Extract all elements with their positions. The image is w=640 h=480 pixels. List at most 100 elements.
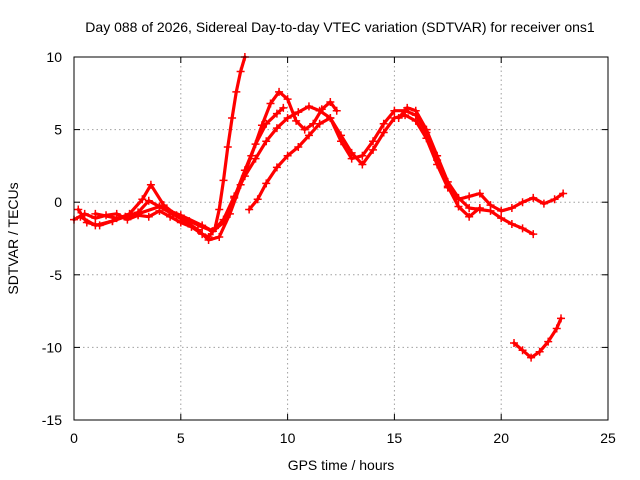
data-point — [497, 214, 506, 223]
data-point — [230, 192, 239, 201]
data-point — [411, 106, 420, 115]
data-point — [337, 131, 345, 140]
series-satellite-pass-6 — [394, 103, 538, 239]
data-point — [403, 103, 412, 112]
data-point — [347, 148, 356, 157]
data-point — [304, 131, 313, 140]
data-point — [557, 314, 566, 323]
data-point — [272, 163, 281, 172]
data-point — [204, 235, 213, 244]
data-point — [262, 137, 271, 146]
y-tick-label: -10 — [42, 339, 62, 355]
data-point — [138, 195, 147, 204]
data-point — [292, 116, 301, 125]
data-point — [475, 189, 484, 198]
data-point — [326, 113, 335, 122]
data-point — [275, 87, 284, 96]
data-point — [208, 227, 217, 236]
series-line — [72, 55, 247, 239]
data-point — [507, 219, 516, 228]
axis-ticks: 0 5 10 15 20 25 10 5 0 -5 -10 -15 — [42, 49, 616, 446]
data-point — [518, 224, 527, 233]
data-point — [262, 119, 271, 128]
data-point — [272, 124, 281, 133]
series-line — [397, 106, 535, 236]
data-point — [369, 137, 378, 146]
data-point — [422, 125, 431, 134]
data-point — [134, 209, 143, 218]
data-point — [497, 206, 506, 215]
data-point — [486, 206, 495, 215]
y-tick-label: -15 — [42, 412, 62, 428]
series-satellite-pass-7 — [510, 314, 566, 362]
data-point — [433, 151, 442, 160]
data-point — [559, 189, 568, 198]
data-point — [332, 106, 341, 115]
data-point — [76, 212, 85, 221]
plot-frame — [73, 56, 609, 421]
data-point — [358, 160, 367, 169]
data-point — [144, 212, 153, 221]
data-point — [283, 151, 292, 160]
data-point — [219, 215, 228, 224]
data-point — [443, 177, 452, 186]
data-point — [465, 204, 474, 213]
x-tick-label: 25 — [600, 430, 616, 446]
data-point — [283, 95, 292, 104]
data-point — [539, 199, 548, 208]
data-point — [315, 106, 324, 115]
data-point — [283, 113, 292, 122]
data-point — [228, 113, 237, 122]
data-point — [144, 196, 153, 205]
y-tick-label: 10 — [46, 49, 62, 65]
data-point — [465, 192, 474, 201]
x-axis-label: GPS time / hours — [288, 457, 395, 473]
x-tick-label: 10 — [280, 430, 296, 446]
data-point — [507, 204, 516, 213]
x-tick-label: 15 — [387, 430, 403, 446]
x-tick-label: 5 — [177, 430, 185, 446]
data-point — [232, 87, 241, 96]
data-point — [240, 172, 249, 181]
data-point — [272, 109, 281, 118]
x-tick-label: 0 — [70, 430, 78, 446]
data-series — [70, 53, 568, 362]
data-point — [266, 99, 275, 108]
data-point — [510, 339, 519, 348]
data-point — [475, 205, 484, 214]
data-point — [369, 145, 378, 154]
data-point — [223, 143, 232, 152]
data-point — [390, 106, 399, 115]
data-point — [529, 193, 538, 202]
data-point — [304, 102, 313, 111]
data-point — [294, 143, 303, 152]
data-point — [358, 151, 367, 160]
data-point — [326, 98, 335, 107]
series-satellite-pass-5 — [245, 111, 568, 215]
data-point — [544, 337, 553, 346]
data-point — [550, 195, 559, 204]
data-point — [74, 205, 83, 214]
data-point — [215, 205, 224, 214]
data-point — [535, 347, 544, 356]
data-point — [411, 116, 420, 125]
data-point — [527, 353, 536, 362]
chart-title: Day 088 of 2026, Sidereal Day-to-day VTE… — [85, 19, 595, 35]
series-line — [78, 106, 285, 233]
data-point — [155, 202, 164, 211]
x-tick-label: 20 — [493, 430, 509, 446]
data-point — [236, 67, 245, 76]
data-point — [219, 176, 228, 185]
data-point — [146, 180, 155, 189]
data-point — [518, 198, 527, 207]
data-point — [300, 125, 309, 134]
data-point — [279, 103, 288, 112]
data-point — [379, 119, 388, 128]
data-point — [198, 221, 207, 230]
data-point — [215, 233, 224, 242]
y-tick-label: 5 — [54, 122, 62, 138]
data-point — [529, 230, 538, 239]
data-point — [193, 225, 202, 234]
data-point — [91, 209, 100, 218]
